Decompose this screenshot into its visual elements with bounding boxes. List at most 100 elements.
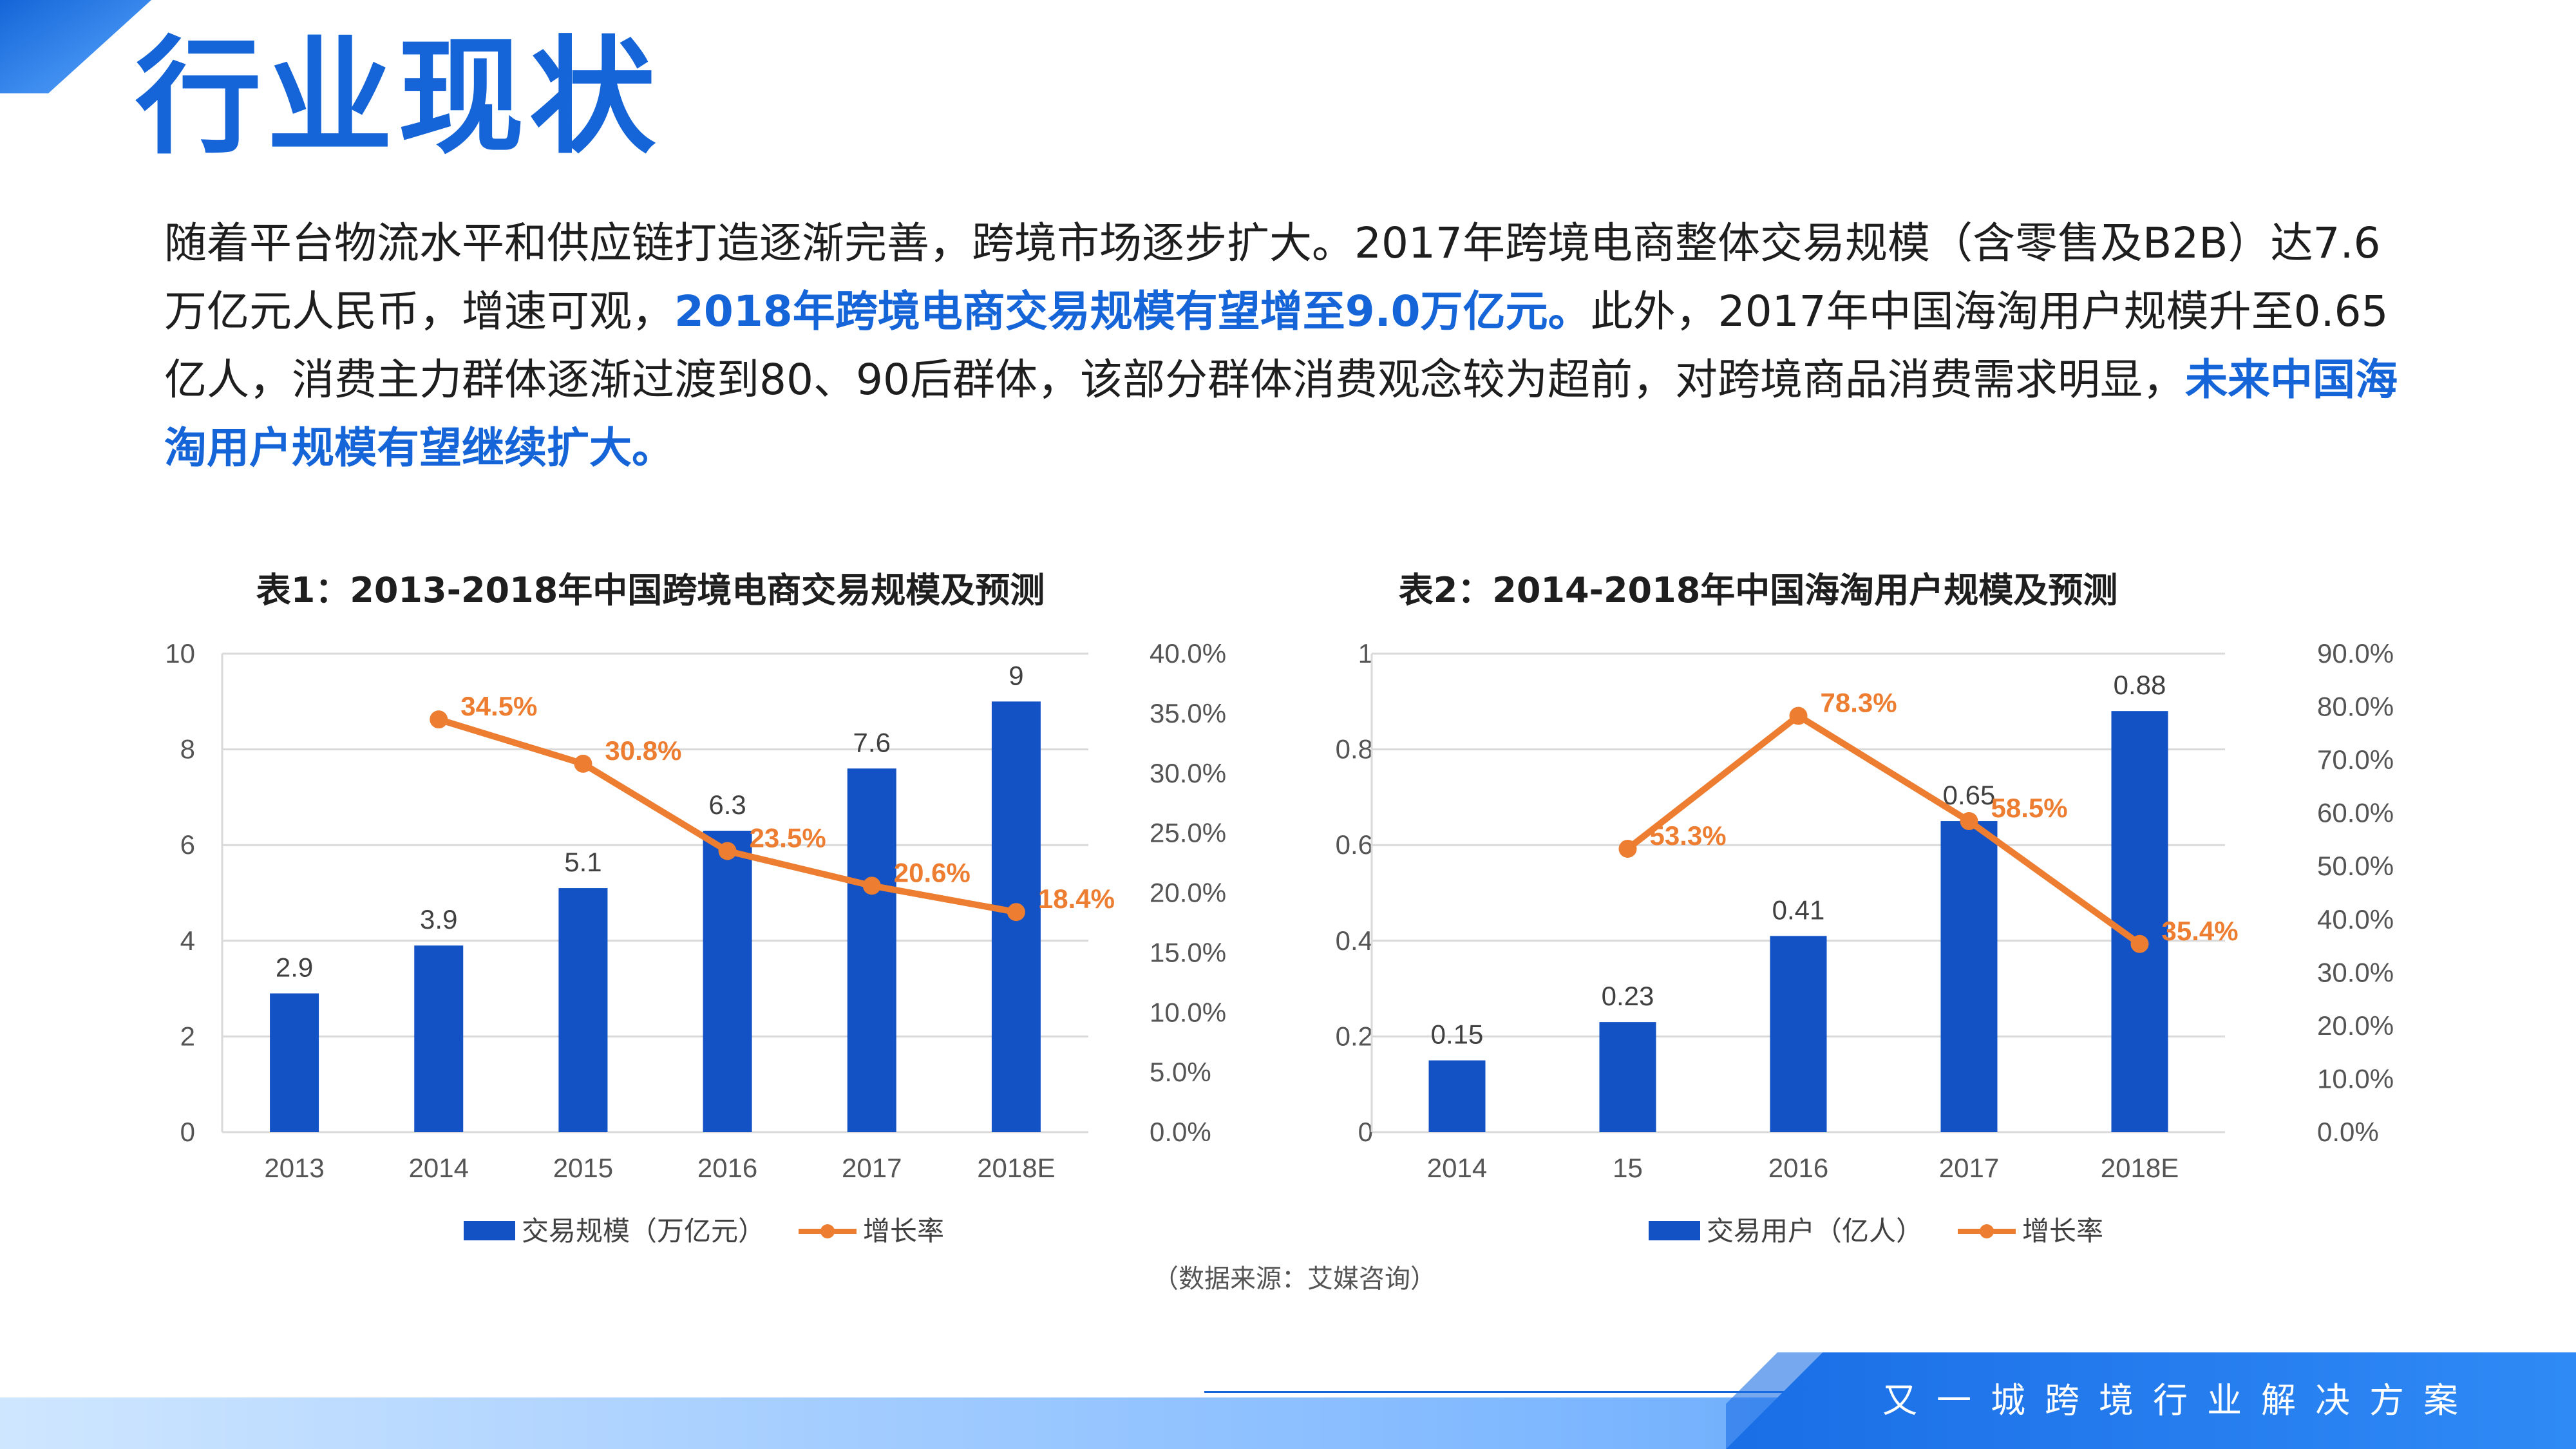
data-source-note: （数据来源：艾媒咨询） <box>1153 1264 1436 1294</box>
legend-swatch-bar <box>1649 1221 1700 1240</box>
growth-rate-label: 34.5% <box>460 691 537 721</box>
y-axis-tick-label: 10 <box>165 638 195 668</box>
y-axis-tick-label: 0.8 <box>1336 734 1373 764</box>
bar <box>414 945 464 1132</box>
x-axis-tick-label: 2018E <box>977 1153 1055 1183</box>
growth-rate-label: 23.5% <box>750 822 826 853</box>
bar-value-label: 0.65 <box>1943 780 1996 810</box>
x-axis-tick-label: 2018E <box>2101 1153 2179 1183</box>
chart2-haitao-users: 00.20.40.60.810.0%10.0%20.0%30.0%40.0%50… <box>1336 638 2394 1247</box>
bar <box>2111 711 2168 1132</box>
legend-label-line: 增长率 <box>863 1215 944 1247</box>
intro-text-1: 随着平台物流水平和供应链打造逐渐完善，跨境市场逐步扩大。2017年跨境电商整体交… <box>164 218 2381 336</box>
bar-value-label: 6.3 <box>708 790 746 820</box>
y2-axis-tick-label: 30.0% <box>1150 758 1226 788</box>
x-axis-tick-label: 2017 <box>1939 1153 1999 1183</box>
bar-value-label: 7.6 <box>853 727 891 757</box>
growth-rate-point <box>1007 903 1025 922</box>
chart1-title: 表1：2013-2018年中国跨境电商交易规模及预测 <box>256 570 1045 611</box>
x-axis-tick-label: 15 <box>1613 1153 1643 1183</box>
growth-rate-label: 78.3% <box>1821 688 1897 718</box>
footer-slogan: 又一城跨境行业解决方案 <box>1882 1380 2477 1421</box>
bar-value-label: 0.23 <box>1602 981 1654 1011</box>
x-axis-tick-label: 2014 <box>1427 1153 1487 1183</box>
y-axis-tick-label: 6 <box>180 829 195 860</box>
legend-swatch-bar <box>464 1221 515 1240</box>
y-axis-tick-label: 2 <box>180 1021 195 1051</box>
bar-value-label: 0.88 <box>2114 670 2166 700</box>
bar <box>703 830 752 1132</box>
growth-rate-point <box>430 710 448 729</box>
y2-axis-tick-label: 60.0% <box>2317 798 2394 828</box>
y-axis-tick-label: 1 <box>1358 638 1373 668</box>
growth-rate-label: 53.3% <box>1650 820 1727 851</box>
y2-axis-tick-label: 20.0% <box>2317 1010 2394 1041</box>
growth-rate-point <box>574 754 592 773</box>
y2-axis-tick-label: 20.0% <box>1150 878 1226 908</box>
y2-axis-tick-label: 40.0% <box>1150 638 1226 668</box>
bar <box>1599 1022 1656 1132</box>
bar <box>558 888 608 1132</box>
bar <box>1940 821 1998 1132</box>
intro-text-2: 此外，2017年中国海淘用户规模升至0.65亿人，消费主力群体逐渐过渡到80、9… <box>164 287 2389 404</box>
growth-rate-label: 58.5% <box>1991 793 2068 823</box>
footer-banner <box>1726 1352 2576 1449</box>
bar <box>270 993 319 1132</box>
growth-rate-label: 20.6% <box>894 857 971 887</box>
intro-paragraph: 随着平台物流水平和供应链打造逐渐完善，跨境市场逐步扩大。2017年跨境电商整体交… <box>164 209 2418 482</box>
growth-rate-label: 35.4% <box>2162 916 2239 946</box>
y2-axis-tick-label: 70.0% <box>2317 744 2394 775</box>
chart2-title: 表2：2014-2018年中国海淘用户规模及预测 <box>1398 570 2118 611</box>
growth-rate-point <box>1960 812 1978 831</box>
bar <box>1770 936 1827 1132</box>
page-title: 行业现状 <box>135 24 661 171</box>
bar-value-label: 0.41 <box>1772 895 1825 925</box>
growth-rate-label: 18.4% <box>1038 884 1115 914</box>
y-axis-tick-label: 0.6 <box>1336 829 1373 860</box>
bar <box>1428 1060 1486 1132</box>
y2-axis-tick-label: 10.0% <box>1150 997 1226 1027</box>
y2-axis-tick-label: 35.0% <box>1150 698 1226 728</box>
growth-rate-line <box>1625 712 2142 947</box>
bar <box>847 768 896 1132</box>
x-axis-tick-label: 2016 <box>697 1153 757 1183</box>
y2-axis-tick-label: 0.0% <box>2317 1117 2379 1147</box>
corner-decoration <box>0 0 151 93</box>
legend-swatch-point <box>820 1224 835 1238</box>
growth-rate-point <box>1789 706 1808 725</box>
intro-highlight-2: 未来中国海淘用户规模有望继续扩大。 <box>164 355 2398 473</box>
y2-axis-tick-label: 90.0% <box>2317 638 2394 668</box>
growth-rate-point <box>718 842 737 860</box>
bar-value-label: 5.1 <box>564 847 601 877</box>
x-axis-tick-label: 2017 <box>842 1153 902 1183</box>
y-axis-tick-label: 0.2 <box>1336 1021 1373 1051</box>
x-axis-tick-label: 2014 <box>409 1153 469 1183</box>
y-axis-tick-label: 4 <box>180 925 195 956</box>
y-axis-tick-label: 0 <box>180 1117 195 1147</box>
growth-rate-point <box>862 876 881 895</box>
legend-swatch-point <box>1980 1224 1994 1238</box>
growth-rate-point <box>2130 934 2149 953</box>
bar-value-label: 2.9 <box>276 952 313 983</box>
x-axis-tick-label: 2013 <box>264 1153 324 1183</box>
growth-rate-point <box>1618 839 1637 858</box>
y-axis-tick-label: 8 <box>180 734 195 764</box>
legend-label-line: 增长率 <box>2022 1215 2103 1247</box>
x-axis-tick-label: 2016 <box>1768 1153 1828 1183</box>
y2-axis-tick-label: 80.0% <box>2317 692 2394 722</box>
y2-axis-tick-label: 50.0% <box>2317 851 2394 881</box>
bar-value-label: 0.15 <box>1431 1019 1484 1050</box>
legend-label-bar: 交易规模（万亿元） <box>522 1215 765 1247</box>
y2-axis-tick-label: 30.0% <box>2317 957 2394 987</box>
legend-label-bar: 交易用户（亿人） <box>1707 1215 1923 1247</box>
y2-axis-tick-label: 15.0% <box>1150 937 1226 967</box>
y-axis-tick-label: 0.4 <box>1336 925 1373 956</box>
y2-axis-tick-label: 10.0% <box>2317 1063 2394 1094</box>
y2-axis-tick-label: 0.0% <box>1150 1117 1211 1147</box>
intro-highlight-1: 2018年跨境电商交易规模有望增至9.0万亿元。 <box>674 287 1591 336</box>
bar-value-label: 9 <box>1009 660 1023 690</box>
bar-value-label: 3.9 <box>420 904 457 934</box>
y-axis-tick-label: 0 <box>1358 1117 1373 1147</box>
y2-axis-tick-label: 40.0% <box>2317 904 2394 934</box>
y2-axis-tick-label: 5.0% <box>1150 1057 1211 1087</box>
